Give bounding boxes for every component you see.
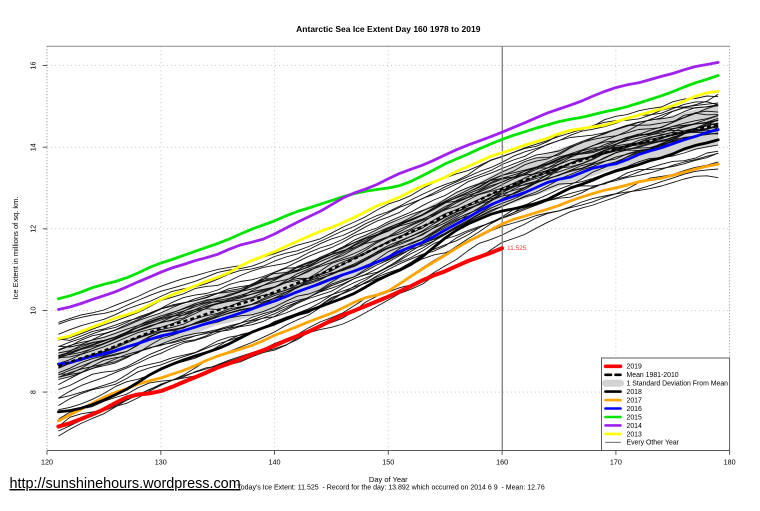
svg-text:Ice Extent in millions of sq.: Ice Extent in millions of sq. km. (11, 197, 20, 300)
svg-text:12: 12 (29, 225, 38, 233)
svg-text:2017: 2017 (627, 398, 642, 405)
svg-text:16: 16 (29, 62, 38, 70)
svg-text:180: 180 (724, 458, 736, 467)
svg-text:2014: 2014 (627, 423, 642, 430)
svg-text:130: 130 (155, 458, 167, 467)
svg-text:Day of Year: Day of Year (369, 475, 408, 484)
svg-text:120: 120 (41, 458, 53, 467)
svg-text:14: 14 (29, 143, 38, 151)
svg-text:Antarctic Sea Ice Extent Day 1: Antarctic Sea Ice Extent Day 160 1978 to… (296, 24, 481, 34)
svg-text:160: 160 (496, 458, 508, 467)
svg-text:11.525: 11.525 (507, 245, 527, 252)
svg-text:1 Standard Deviation From Mean: 1 Standard Deviation From Mean (627, 381, 729, 388)
svg-text:2016: 2016 (627, 406, 642, 413)
svg-text:150: 150 (382, 458, 394, 467)
svg-text:8: 8 (29, 390, 38, 394)
svg-text:170: 170 (610, 458, 622, 467)
svg-text:2015: 2015 (627, 414, 642, 421)
svg-text:Mean 1981-2010: Mean 1981-2010 (627, 372, 679, 379)
svg-text:10: 10 (29, 307, 38, 315)
svg-text:2019: 2019 (627, 364, 642, 371)
svg-text:http://sunshinehours.wordpress: http://sunshinehours.wordpress.com (10, 476, 241, 492)
svg-text:2013: 2013 (627, 431, 642, 438)
svg-text:140: 140 (269, 458, 281, 467)
svg-text:Every Other Year: Every Other Year (627, 440, 680, 447)
svg-text:Today's Ice Extent: 11.525 -: Today's Ice Extent: 11.525 - Record for … (237, 485, 545, 492)
svg-text:2018: 2018 (627, 389, 642, 396)
